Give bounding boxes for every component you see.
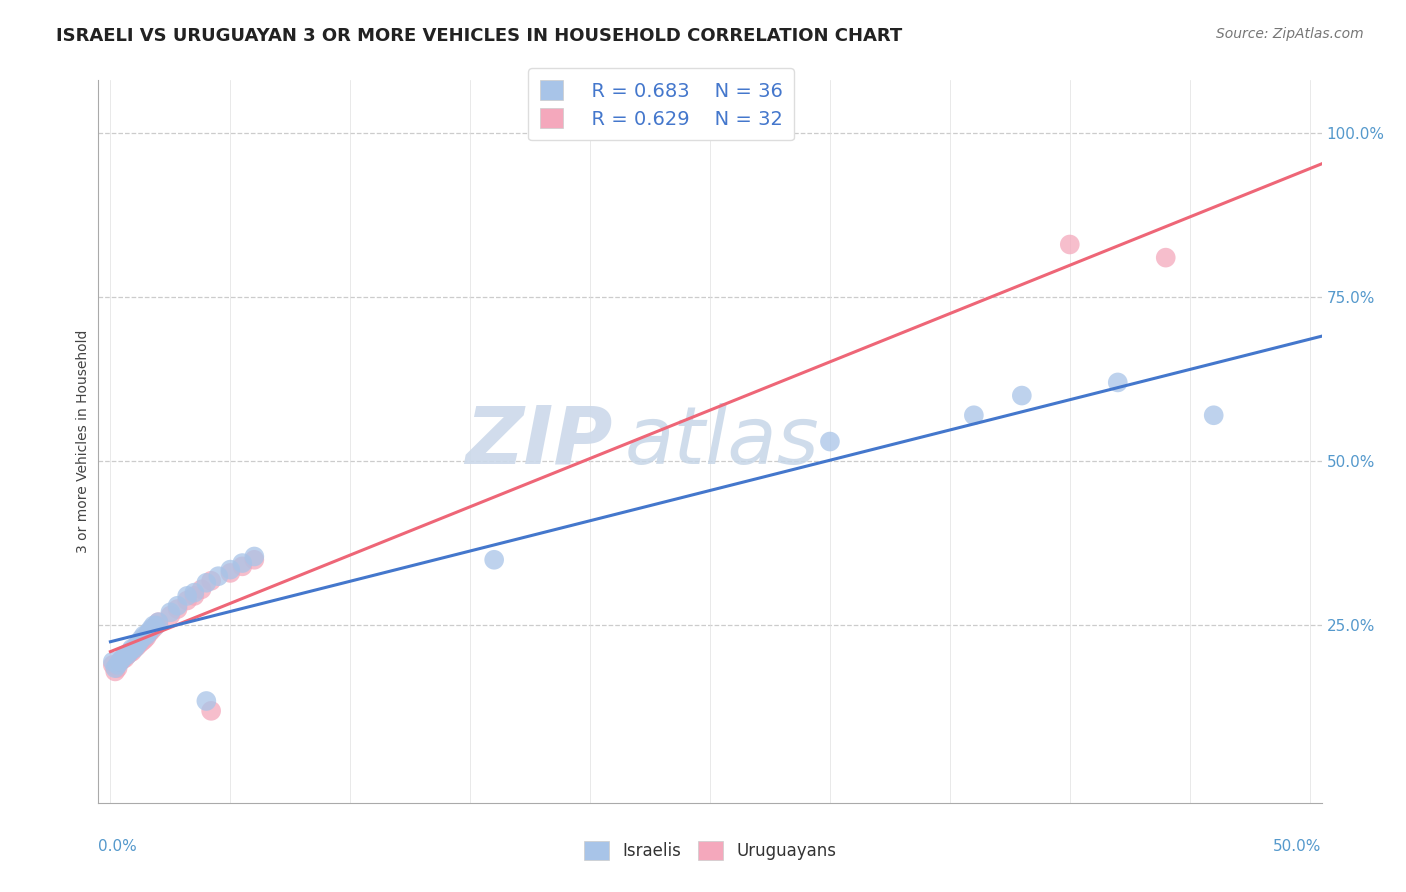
Point <box>183 589 205 603</box>
Point <box>231 556 253 570</box>
Point <box>128 637 150 651</box>
Point <box>1107 376 1129 390</box>
Text: ISRAELI VS URUGUAYAN 3 OR MORE VEHICLES IN HOUSEHOLD CORRELATION CHART: ISRAELI VS URUGUAYAN 3 OR MORE VEHICLES … <box>56 27 903 45</box>
Point <box>118 645 141 659</box>
Point <box>142 621 165 635</box>
Point <box>108 655 131 669</box>
Text: ZIP: ZIP <box>465 402 612 481</box>
Point <box>1154 251 1177 265</box>
Point <box>101 657 124 672</box>
Point <box>114 651 136 665</box>
Point <box>195 575 218 590</box>
Point <box>200 574 222 588</box>
Point <box>1059 237 1081 252</box>
Point <box>818 434 841 449</box>
Point <box>243 553 266 567</box>
Point <box>219 563 242 577</box>
Point <box>176 589 198 603</box>
Point <box>195 694 218 708</box>
Point <box>1011 388 1033 402</box>
Point <box>101 655 124 669</box>
Legend: Israelis, Uruguayans: Israelis, Uruguayans <box>578 835 842 867</box>
Point <box>131 632 153 646</box>
Point <box>124 641 146 656</box>
Point <box>115 648 138 662</box>
Point <box>219 566 242 580</box>
Point <box>145 618 167 632</box>
Point <box>231 559 253 574</box>
Point <box>200 704 222 718</box>
Point <box>114 648 136 662</box>
Point <box>124 641 146 656</box>
Point <box>128 635 150 649</box>
Point <box>159 608 181 623</box>
Point <box>141 624 163 638</box>
Point <box>135 630 157 644</box>
Point <box>148 615 170 630</box>
Point <box>142 618 165 632</box>
Text: 50.0%: 50.0% <box>1274 838 1322 854</box>
Point <box>121 645 143 659</box>
Point <box>207 569 229 583</box>
Point <box>111 652 134 666</box>
Point <box>125 640 148 654</box>
Point <box>166 599 188 613</box>
Point <box>243 549 266 564</box>
Point <box>138 625 160 640</box>
Point <box>115 648 138 662</box>
Point <box>118 646 141 660</box>
Point <box>166 602 188 616</box>
Point <box>145 618 167 632</box>
Point <box>176 593 198 607</box>
Point <box>1202 409 1225 423</box>
Text: atlas: atlas <box>624 402 820 481</box>
Point <box>125 638 148 652</box>
Point <box>138 626 160 640</box>
Point <box>132 632 155 647</box>
Point <box>121 641 143 656</box>
Point <box>482 553 505 567</box>
Point <box>963 409 986 423</box>
Point <box>148 615 170 630</box>
Point <box>107 657 129 672</box>
Point <box>111 651 134 665</box>
Point <box>141 622 163 636</box>
Text: 0.0%: 0.0% <box>98 838 138 854</box>
Point <box>104 661 127 675</box>
Point <box>183 585 205 599</box>
Text: Source: ZipAtlas.com: Source: ZipAtlas.com <box>1216 27 1364 41</box>
Y-axis label: 3 or more Vehicles in Household: 3 or more Vehicles in Household <box>76 330 90 553</box>
Point <box>131 635 153 649</box>
Point <box>104 665 127 679</box>
Point <box>107 661 129 675</box>
Point <box>108 655 131 669</box>
Point <box>135 628 157 642</box>
Point <box>132 628 155 642</box>
Point <box>190 582 212 597</box>
Point <box>159 605 181 619</box>
